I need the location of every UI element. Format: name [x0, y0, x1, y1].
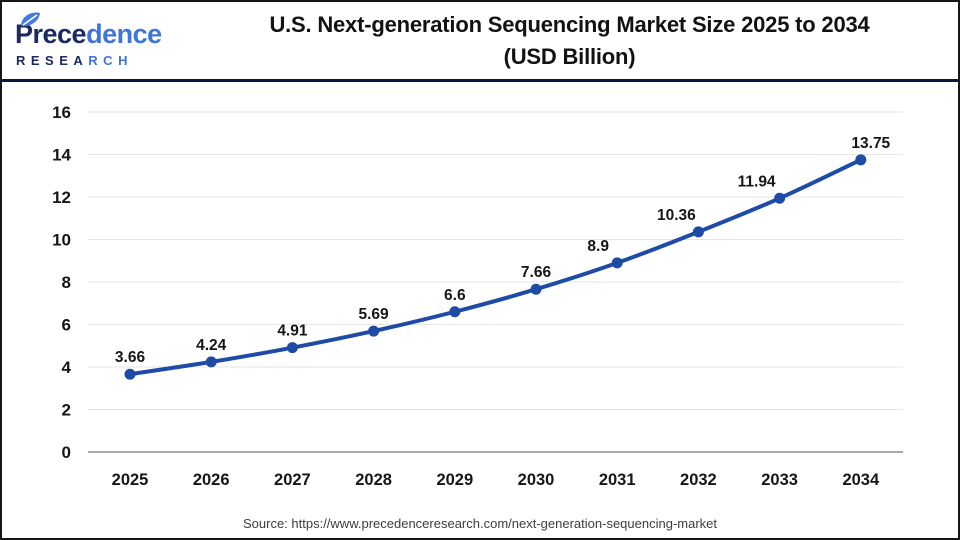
- data-label: 10.36: [657, 207, 696, 224]
- y-tick-label: 12: [52, 188, 71, 207]
- data-label: 7.66: [521, 264, 552, 281]
- x-tick-label: 2028: [355, 471, 392, 489]
- data-label: 5.69: [359, 306, 390, 323]
- y-tick-label: 0: [62, 443, 71, 462]
- data-point-marker: [124, 368, 136, 380]
- data-point-marker: [855, 154, 867, 166]
- header: Precedence RESEARCH U.S. Next-generation…: [2, 2, 958, 82]
- data-label: 11.94: [738, 173, 776, 190]
- x-tick-label: 2032: [680, 471, 717, 489]
- data-point-marker: [205, 356, 217, 368]
- data-point-marker: [286, 342, 298, 354]
- x-tick-label: 2031: [599, 471, 636, 489]
- logo-subtext: RESEARCH: [16, 53, 133, 68]
- data-point-marker: [611, 257, 623, 269]
- leaf-vein-icon: [22, 14, 38, 26]
- logo-wordmark: Precedence: [15, 19, 162, 49]
- data-label: 13.75: [851, 135, 890, 152]
- y-tick-label: 16: [52, 103, 71, 122]
- y-tick-label: 10: [52, 231, 71, 250]
- chart-canvas: 0 2 4 6 8 10 12 14 16 2025 2026 2027 2028 2029 2030 203…: [52, 103, 903, 489]
- data-point-marker: [530, 283, 542, 295]
- source-text: Source: https://www.precedenceresearch.c…: [242, 516, 718, 531]
- data-point-marker: [774, 192, 786, 204]
- precedence-research-logo: Precedence RESEARCH: [15, 12, 163, 68]
- x-tick-label: 2029: [436, 471, 473, 489]
- chart-title: U.S. Next-generation Sequencing Market S…: [269, 12, 870, 37]
- y-tick-label: 2: [62, 401, 71, 420]
- y-tick-label: 4: [62, 358, 72, 377]
- data-label: 4.91: [277, 323, 308, 340]
- x-tick-label: 2027: [274, 471, 311, 489]
- x-tick-label: 2026: [193, 471, 230, 489]
- data-label: 6.6: [444, 287, 466, 304]
- x-tick-label: 2033: [761, 471, 798, 489]
- data-label: 8.9: [587, 238, 609, 255]
- x-tick-label: 2034: [842, 471, 880, 489]
- series-line: [128, 157, 863, 377]
- chart-subtitle: (USD Billion): [503, 44, 636, 69]
- data-point-marker: [449, 306, 461, 318]
- y-tick-label: 8: [62, 273, 71, 292]
- x-tick-label: 2030: [518, 471, 555, 489]
- y-tick-label: 6: [62, 316, 71, 335]
- data-point-marker: [368, 325, 380, 337]
- data-label: 4.24: [196, 337, 227, 354]
- data-point-marker: [692, 226, 704, 238]
- data-label: 3.66: [115, 349, 146, 366]
- x-tick-label: 2025: [112, 471, 149, 489]
- y-tick-label: 14: [52, 146, 71, 165]
- title-block: U.S. Next-generation Sequencing Market S…: [187, 9, 952, 73]
